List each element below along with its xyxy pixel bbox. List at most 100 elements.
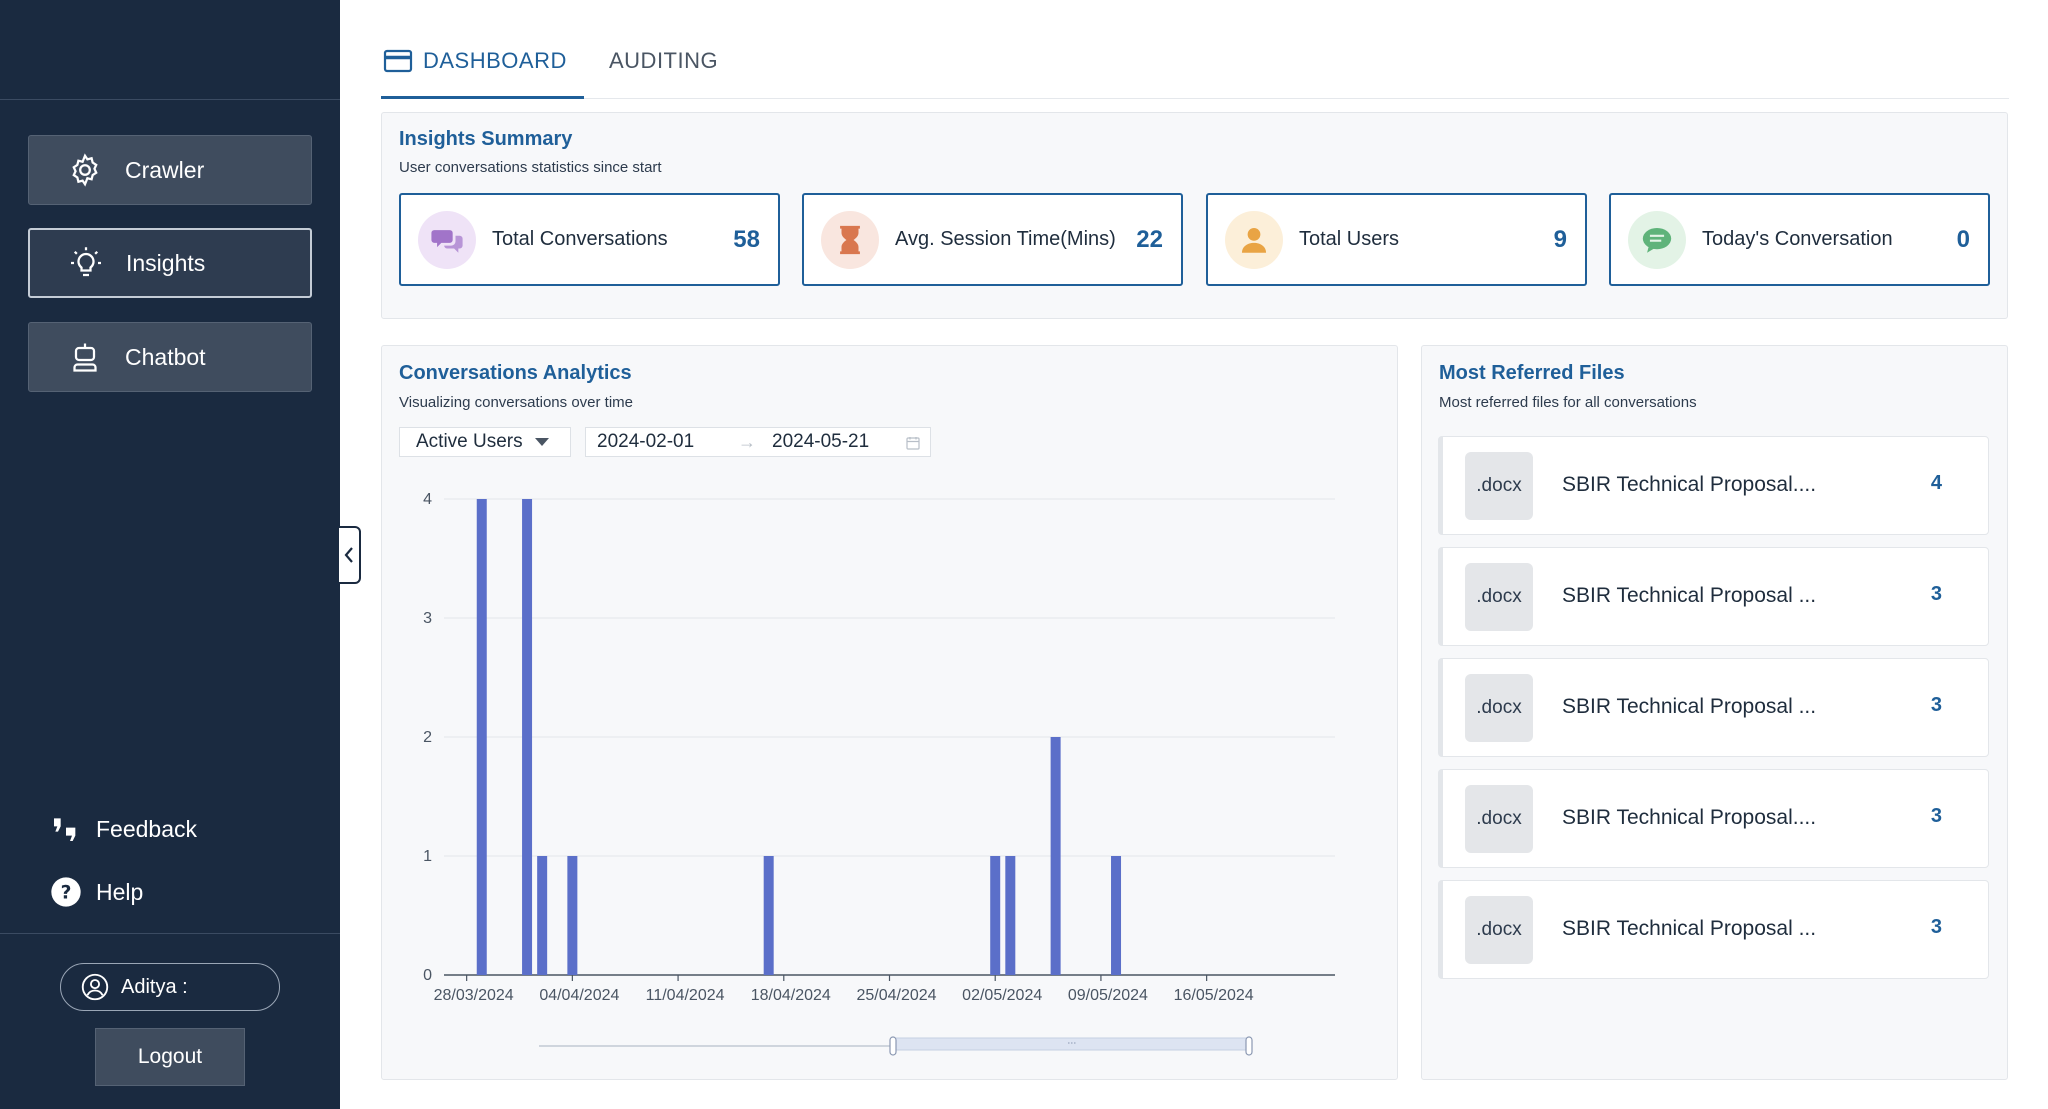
user-name: Aditya : <box>121 975 188 998</box>
referred-files-subtitle: Most referred files for all conversation… <box>1439 394 1697 411</box>
x-tick-label: 04/04/2024 <box>539 987 619 1004</box>
sidebar: Crawler Insights Chatbot Feedback ? Help <box>0 0 340 1109</box>
file-item[interactable]: .docx SBIR Technical Proposal.... 4 <box>1438 436 1989 535</box>
file-count: 4 <box>1930 472 1942 494</box>
help-link[interactable]: ? Help <box>50 876 143 908</box>
y-tick-label: 0 <box>423 967 432 984</box>
sidebar-collapse-button[interactable] <box>339 526 361 584</box>
file-type-badge: .docx <box>1465 896 1533 964</box>
y-tick-label: 3 <box>423 610 432 627</box>
x-tick-label: 09/05/2024 <box>1068 987 1148 1004</box>
chat-bubbles-icon <box>418 210 476 269</box>
file-count: 3 <box>1930 805 1942 827</box>
card-icon <box>383 49 413 73</box>
file-name: SBIR Technical Proposal ... <box>1562 584 1817 607</box>
tab-label: DASHBOARD <box>423 48 567 73</box>
chevron-left-icon <box>344 547 353 563</box>
sidebar-item-insights[interactable]: Insights <box>28 228 312 298</box>
tab-dashboard[interactable]: DASHBOARD <box>381 40 584 99</box>
file-count: 3 <box>1930 583 1942 605</box>
x-tick-label: 11/04/2024 <box>646 987 725 1004</box>
date-range-picker[interactable]: 2024-02-01 → 2024-05-21 <box>585 427 931 457</box>
x-tick-label: 25/04/2024 <box>856 987 936 1004</box>
x-tick-label: 18/04/2024 <box>751 987 831 1004</box>
file-item[interactable]: .docx SBIR Technical Proposal ... 3 <box>1438 658 1989 757</box>
feedback-label: Feedback <box>96 815 198 842</box>
lightbulb-icon <box>71 247 101 277</box>
insights-summary-subtitle: User conversations statistics since star… <box>399 159 662 176</box>
chart-bar <box>567 856 578 975</box>
sidebar-divider <box>0 933 340 934</box>
conversations-analytics-panel <box>381 345 1398 1080</box>
sidebar-item-label: Insights <box>126 249 206 276</box>
calendar-icon <box>906 437 920 450</box>
tab-bar: DASHBOARD AUDITING <box>381 40 2009 99</box>
svg-text:?: ? <box>61 883 72 904</box>
file-item[interactable]: .docx SBIR Technical Proposal ... 3 <box>1438 547 1989 646</box>
zoom-slider-handle-left <box>889 1036 897 1056</box>
user-icon <box>1225 210 1283 269</box>
stat-card-todays-conversation: Today's Conversation 0 <box>1609 193 1990 286</box>
y-tick-label: 2 <box>423 729 432 746</box>
referred-files-title: Most Referred Files <box>1439 362 1625 384</box>
metric-select[interactable]: Active Users <box>399 427 571 457</box>
file-type-badge: .docx <box>1465 452 1533 520</box>
feedback-link[interactable]: Feedback <box>50 813 197 845</box>
stat-label: Avg. Session Time(Mins) <box>895 228 1116 250</box>
file-name: SBIR Technical Proposal ... <box>1562 695 1817 718</box>
help-label: Help <box>96 878 144 905</box>
stat-value: 9 <box>1553 225 1567 253</box>
date-start[interactable]: 2024-02-01 <box>597 431 695 452</box>
chart-bar <box>476 499 487 975</box>
chart-bar <box>990 856 1001 975</box>
metric-select-value: Active Users <box>416 431 523 452</box>
chart-bar <box>763 856 774 975</box>
file-name: SBIR Technical Proposal ... <box>1562 917 1817 940</box>
robot-icon <box>73 343 97 372</box>
sidebar-item-label: Chatbot <box>125 343 206 370</box>
logout-button[interactable]: Logout <box>95 1028 245 1086</box>
stat-card-avg-session-time: Avg. Session Time(Mins) 22 <box>802 193 1183 286</box>
zoom-slider-handle-right <box>1245 1036 1253 1056</box>
stat-label: Today's Conversation <box>1702 228 1893 250</box>
conversations-bar-chart: 0 1 2 3 4 28/03/2024 04/04/2024 11/04/2024 18/04… <box>423 491 1335 1056</box>
x-tick-label: 16/05/2024 <box>1174 987 1254 1004</box>
y-tick-label: 4 <box>423 491 432 508</box>
user-avatar-icon <box>81 973 109 1001</box>
file-name: SBIR Technical Proposal.... <box>1562 806 1817 829</box>
file-type-badge: .docx <box>1465 563 1533 631</box>
gear-icon <box>72 153 98 187</box>
insights-summary-title: Insights Summary <box>399 128 573 150</box>
help-icon: ? <box>51 877 81 907</box>
stat-value: 0 <box>1956 225 1970 253</box>
y-tick-label: 1 <box>423 848 432 865</box>
stat-card-total-users: Total Users 9 <box>1206 193 1587 286</box>
file-count: 3 <box>1930 916 1942 938</box>
file-type-badge: .docx <box>1465 674 1533 742</box>
zoom-slider-window <box>893 1037 1250 1051</box>
file-name: SBIR Technical Proposal.... <box>1562 473 1817 496</box>
tab-auditing[interactable]: AUDITING <box>609 40 718 99</box>
caret-down-icon <box>534 438 549 446</box>
file-type-badge: .docx <box>1465 785 1533 853</box>
analytics-title: Conversations Analytics <box>399 362 632 384</box>
file-item[interactable]: .docx SBIR Technical Proposal.... 3 <box>1438 769 1989 868</box>
x-tick-label: 28/03/2024 <box>434 987 514 1004</box>
file-item[interactable]: .docx SBIR Technical Proposal ... 3 <box>1438 880 1989 979</box>
chart-bar <box>1050 737 1061 975</box>
sidebar-item-chatbot[interactable]: Chatbot <box>28 322 312 392</box>
sidebar-item-crawler[interactable]: Crawler <box>28 135 312 205</box>
chart-bar <box>537 856 548 975</box>
analytics-subtitle: Visualizing conversations over time <box>399 394 634 411</box>
stat-value: 22 <box>1136 225 1163 253</box>
message-icon <box>1628 210 1686 269</box>
sidebar-header <box>0 0 340 100</box>
x-tick-label: 02/05/2024 <box>962 987 1042 1004</box>
file-count: 3 <box>1930 694 1942 716</box>
user-menu[interactable]: Aditya : <box>60 963 280 1011</box>
feedback-icon <box>54 818 76 841</box>
tab-label: AUDITING <box>609 48 719 73</box>
arrow-right-icon: → <box>738 431 756 452</box>
date-end[interactable]: 2024-05-21 <box>772 431 870 452</box>
chart-bar <box>1005 856 1016 975</box>
